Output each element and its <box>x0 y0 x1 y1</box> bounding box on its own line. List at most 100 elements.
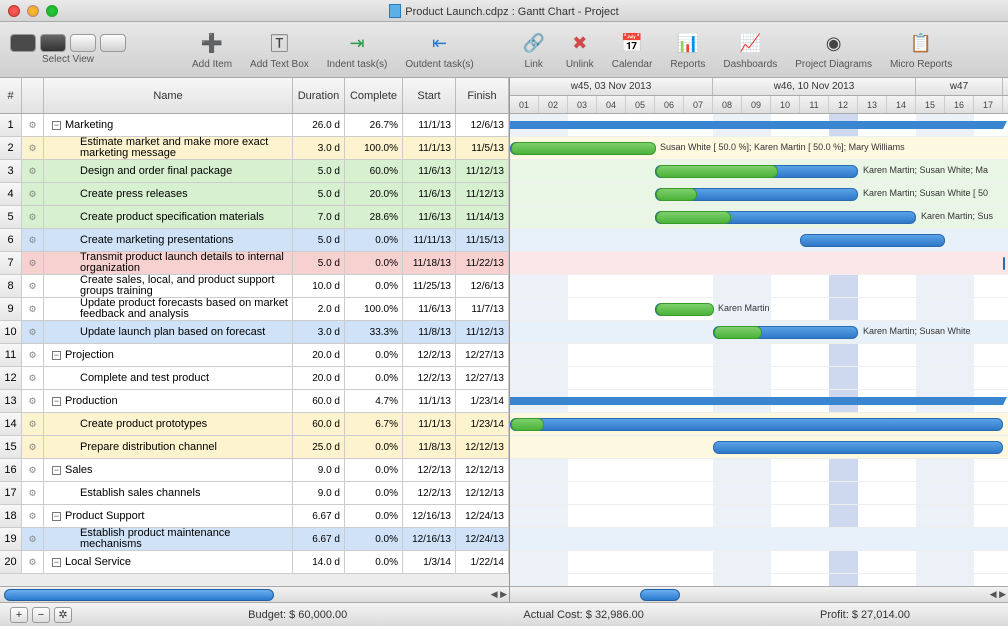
task-bar[interactable]: Karen Martin; Sus <box>655 211 916 224</box>
task-complete[interactable]: 100.0% <box>345 137 403 159</box>
table-row[interactable]: 10⚙Update launch plan based on forecast3… <box>0 321 509 344</box>
gantt-row[interactable] <box>510 482 1008 505</box>
task-duration[interactable]: 2.0 d <box>293 298 345 320</box>
task-name[interactable]: Update launch plan based on forecast <box>44 321 293 343</box>
task-duration[interactable]: 5.0 d <box>293 160 345 182</box>
task-bar[interactable] <box>800 234 945 247</box>
task-complete[interactable]: 0.0% <box>345 528 403 550</box>
task-start[interactable]: 11/8/13 <box>403 321 456 343</box>
task-finish[interactable]: 11/14/13 <box>456 206 509 228</box>
task-duration[interactable]: 9.0 d <box>293 459 345 481</box>
task-start[interactable]: 12/2/13 <box>403 367 456 389</box>
gantt-row[interactable] <box>510 459 1008 482</box>
task-complete[interactable]: 0.0% <box>345 367 403 389</box>
task-finish[interactable]: 11/12/13 <box>456 183 509 205</box>
right-scrollbar[interactable]: ◀ ▶ <box>510 586 1008 602</box>
table-row[interactable]: 9⚙Update product forecasts based on mark… <box>0 298 509 321</box>
task-duration[interactable]: 25.0 d <box>293 436 345 458</box>
col-icons-header[interactable] <box>22 78 44 113</box>
table-row[interactable]: 5⚙Create product specification materials… <box>0 206 509 229</box>
view-icon[interactable] <box>40 34 66 52</box>
table-row[interactable]: 6⚙Create marketing presentations5.0 d0.0… <box>0 229 509 252</box>
task-finish[interactable]: 11/12/13 <box>456 160 509 182</box>
task-complete[interactable]: 0.0% <box>345 482 403 504</box>
task-duration[interactable]: 14.0 d <box>293 551 345 573</box>
task-bar[interactable]: Karen Martin <box>655 303 713 316</box>
task-name[interactable]: Create press releases <box>44 183 293 205</box>
task-finish[interactable]: 11/15/13 <box>456 229 509 251</box>
dashboards-button[interactable]: 📈Dashboards <box>723 29 777 70</box>
gantt-row[interactable] <box>510 390 1008 413</box>
task-start[interactable]: 12/2/13 <box>403 482 456 504</box>
gantt-row[interactable] <box>510 551 1008 574</box>
task-name[interactable]: Complete and test product <box>44 367 293 389</box>
col-finish-header[interactable]: Finish <box>456 78 509 113</box>
task-complete[interactable]: 20.0% <box>345 183 403 205</box>
task-finish[interactable]: 12/12/13 <box>456 436 509 458</box>
remove-row-button[interactable]: − <box>32 607 50 623</box>
task-complete[interactable]: 0.0% <box>345 551 403 573</box>
col-num-header[interactable]: # <box>0 78 22 113</box>
task-name[interactable]: Create marketing presentations <box>44 229 293 251</box>
table-row[interactable]: 17⚙Establish sales channels9.0 d0.0%12/2… <box>0 482 509 505</box>
expand-icon[interactable]: − <box>52 558 61 567</box>
task-name[interactable]: Design and order final package <box>44 160 293 182</box>
task-name[interactable]: −Sales <box>44 459 293 481</box>
gantt-row[interactable]: Karen Martin; Susan White; Ma <box>510 160 1008 183</box>
task-duration[interactable]: 5.0 d <box>293 252 345 274</box>
expand-icon[interactable]: − <box>52 512 61 521</box>
task-bar[interactable] <box>510 418 1003 431</box>
task-start[interactable]: 12/2/13 <box>403 459 456 481</box>
left-scrollbar[interactable]: ◀ ▶ <box>0 586 509 602</box>
task-finish[interactable]: 1/23/14 <box>456 390 509 412</box>
summary-bar[interactable] <box>510 397 1003 405</box>
task-name[interactable]: −Product Support <box>44 505 293 527</box>
gantt-row[interactable] <box>510 275 1008 298</box>
task-start[interactable]: 11/6/13 <box>403 183 456 205</box>
expand-icon[interactable]: − <box>52 466 61 475</box>
task-finish[interactable]: 12/27/13 <box>456 344 509 366</box>
table-row[interactable]: 19⚙Establish product maintenance mechani… <box>0 528 509 551</box>
task-duration[interactable]: 9.0 d <box>293 482 345 504</box>
table-row[interactable]: 20⚙−Local Service14.0 d0.0%1/3/141/22/14 <box>0 551 509 574</box>
gantt-row[interactable] <box>510 528 1008 551</box>
col-name-header[interactable]: Name <box>44 78 293 113</box>
task-start[interactable]: 12/16/13 <box>403 505 456 527</box>
task-complete[interactable]: 0.0% <box>345 436 403 458</box>
task-name[interactable]: Create product specification materials <box>44 206 293 228</box>
task-finish[interactable]: 1/23/14 <box>456 413 509 435</box>
task-start[interactable]: 11/8/13 <box>403 436 456 458</box>
task-finish[interactable]: 12/27/13 <box>456 367 509 389</box>
task-finish[interactable]: 12/12/13 <box>456 482 509 504</box>
task-start[interactable]: 11/6/13 <box>403 298 456 320</box>
task-finish[interactable]: 12/12/13 <box>456 459 509 481</box>
task-start[interactable]: 1/3/14 <box>403 551 456 573</box>
task-duration[interactable]: 20.0 d <box>293 367 345 389</box>
task-duration[interactable]: 10.0 d <box>293 275 345 297</box>
task-start[interactable]: 11/6/13 <box>403 206 456 228</box>
task-complete[interactable]: 0.0% <box>345 229 403 251</box>
gantt-row[interactable]: Karen Martin <box>510 298 1008 321</box>
task-finish[interactable]: 1/22/14 <box>456 551 509 573</box>
calendar-button[interactable]: 📅Calendar <box>612 29 653 70</box>
task-finish[interactable]: 12/24/13 <box>456 528 509 550</box>
table-row[interactable]: 8⚙Create sales, local, and product suppo… <box>0 275 509 298</box>
task-complete[interactable]: 0.0% <box>345 459 403 481</box>
table-row[interactable]: 1⚙−Marketing26.0 d26.7%11/1/1312/6/13 <box>0 114 509 137</box>
col-duration-header[interactable]: Duration <box>293 78 345 113</box>
expand-icon[interactable]: − <box>52 121 61 130</box>
select-view-tool[interactable]: Select View <box>10 34 126 65</box>
task-finish[interactable]: 12/24/13 <box>456 505 509 527</box>
task-name[interactable]: Estimate market and make more exact mark… <box>44 137 293 159</box>
gantt-row[interactable] <box>510 252 1008 275</box>
task-bar[interactable]: Karen Martin; Susan White [ 50 <box>655 188 858 201</box>
gantt-row[interactable]: Karen Martin; Susan White [ 50 <box>510 183 1008 206</box>
task-duration[interactable]: 6.67 d <box>293 528 345 550</box>
micro-reports-button[interactable]: 📋Micro Reports <box>890 29 952 70</box>
task-finish[interactable]: 11/7/13 <box>456 298 509 320</box>
table-row[interactable]: 3⚙Design and order final package5.0 d60.… <box>0 160 509 183</box>
task-duration[interactable]: 5.0 d <box>293 229 345 251</box>
task-complete[interactable]: 0.0% <box>345 275 403 297</box>
table-row[interactable]: 16⚙−Sales9.0 d0.0%12/2/1312/12/13 <box>0 459 509 482</box>
gantt-row[interactable] <box>510 436 1008 459</box>
